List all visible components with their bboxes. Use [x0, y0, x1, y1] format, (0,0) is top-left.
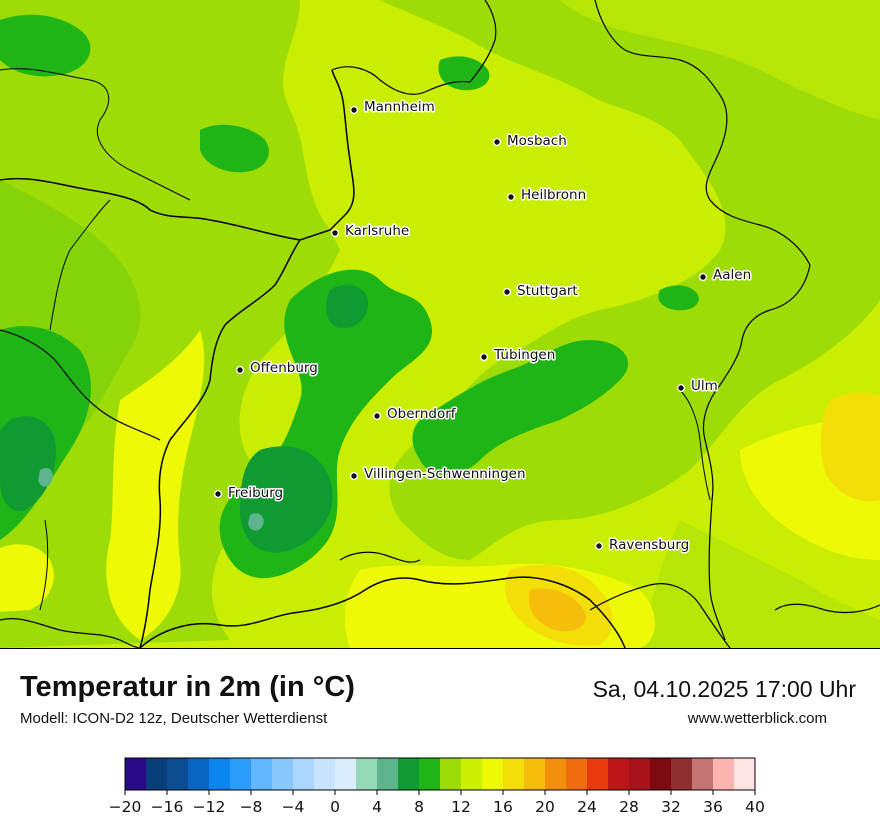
color-scale-tick-label: 8: [414, 798, 424, 816]
color-scale-cell: [209, 758, 231, 790]
color-scale-cell: [608, 758, 630, 790]
map-canvas: Mannheim Mosbach Heilbronn Karlsruhe Aal…: [0, 0, 880, 648]
city-dot: [506, 192, 516, 202]
city-label: Freiburg: [228, 485, 283, 501]
city-label: Villingen-Schwenningen: [364, 466, 526, 482]
city-dot: [492, 137, 502, 147]
city-label: Aalen: [713, 267, 751, 283]
color-scale-cell: [146, 758, 168, 790]
color-scale-tick-label: 36: [703, 798, 723, 816]
color-scale-cells: [125, 758, 756, 790]
city-heilbronn[interactable]: Heilbronn: [506, 186, 588, 205]
city-label: Mosbach: [507, 133, 567, 149]
city-label: Ulm: [691, 378, 718, 394]
city-dot: [502, 287, 512, 297]
color-scale-tick-label: 12: [451, 798, 471, 816]
color-scale-cell: [398, 758, 420, 790]
color-scale-tick-label: 16: [493, 798, 513, 816]
color-scale-cell: [272, 758, 294, 790]
color-scale-tick-label: −20: [109, 798, 142, 816]
city-label: Ravensburg: [609, 537, 689, 553]
city-dot: [330, 228, 340, 238]
color-scale-cell: [524, 758, 546, 790]
city-ulm[interactable]: Ulm: [676, 377, 719, 396]
color-scale-cell: [167, 758, 189, 790]
map-borders: [0, 0, 880, 648]
color-scale-tick-label: −12: [193, 798, 226, 816]
city-label: Karlsruhe: [345, 223, 409, 239]
color-scale-cell: [629, 758, 651, 790]
city-dot: [372, 411, 382, 421]
forecast-datetime: Sa, 04.10.2025 17:00 Uhr: [592, 676, 856, 702]
color-scale-cell: [713, 758, 735, 790]
color-scale-tick-label: 40: [745, 798, 765, 816]
color-scale: −20 −16 −12 −8 −4 0 4 8 12 16 20 24 28 32 36 40: [109, 757, 765, 816]
city-dot: [349, 105, 359, 115]
color-scale-cell: [482, 758, 504, 790]
city-dot: [594, 541, 604, 551]
city-mosbach[interactable]: Mosbach: [492, 132, 568, 151]
color-scale-cell: [566, 758, 588, 790]
color-scale-tick-label: 24: [577, 798, 597, 816]
color-scale-tick-label: −16: [151, 798, 184, 816]
city-label: Stuttgart: [517, 283, 578, 299]
color-scale-cell: [188, 758, 210, 790]
color-scale-ticks: −20 −16 −12 −8 −4 0 4 8 12 16 20 24 28 32 36 40: [109, 790, 765, 816]
city-ravensburg[interactable]: Ravensburg: [594, 536, 691, 555]
city-label: Mannheim: [364, 99, 435, 115]
city-label: Oberndorf: [387, 406, 457, 422]
color-scale-cell: [545, 758, 567, 790]
temperature-field: [0, 0, 880, 648]
city-mannheim[interactable]: Mannheim: [349, 98, 436, 117]
city-dot: [349, 471, 359, 481]
map-title: Temperatur in 2m (in °C): [20, 671, 355, 703]
color-scale-cell: [419, 758, 441, 790]
city-aalen[interactable]: Aalen: [698, 266, 753, 285]
color-scale-cell: [356, 758, 378, 790]
city-karlsruhe[interactable]: Karlsruhe: [330, 222, 411, 241]
color-scale-cell: [377, 758, 399, 790]
color-scale-tick-label: 4: [372, 798, 382, 816]
color-scale-cell: [293, 758, 315, 790]
city-dot: [213, 489, 223, 499]
city-stuttgart[interactable]: Stuttgart: [502, 282, 579, 301]
city-dot: [235, 365, 245, 375]
city-label: Tübingen: [493, 347, 555, 363]
color-scale-cell: [440, 758, 462, 790]
color-scale-tick-label: 32: [661, 798, 681, 816]
temperature-map: Mannheim Mosbach Heilbronn Karlsruhe Aal…: [0, 0, 880, 649]
color-scale-cell: [335, 758, 357, 790]
city-tuebingen[interactable]: Tübingen: [479, 346, 557, 365]
color-scale-cell: [671, 758, 693, 790]
color-scale-cell: [734, 758, 756, 790]
website-link[interactable]: www.wetterblick.com: [687, 710, 827, 727]
color-scale-cell: [650, 758, 672, 790]
color-scale-tick-label: −4: [282, 798, 305, 816]
color-scale-tick-label: 0: [330, 798, 340, 816]
color-scale-tick-label: 20: [535, 798, 555, 816]
color-scale-cell: [461, 758, 483, 790]
city-label: Offenburg: [250, 360, 318, 376]
city-dot: [676, 383, 686, 393]
color-scale-cell: [230, 758, 252, 790]
model-info: Modell: ICON-D2 12z, Deutscher Wetterdie…: [20, 710, 328, 727]
city-markers: Mannheim Mosbach Heilbronn Karlsruhe Aal…: [213, 98, 753, 555]
city-dot: [479, 352, 489, 362]
map-footer: Temperatur in 2m (in °C) Modell: ICON-D2…: [0, 649, 880, 830]
color-scale-frame: [124, 757, 756, 791]
city-villingen-schwenningen[interactable]: Villingen-Schwenningen: [349, 465, 527, 484]
city-freiburg[interactable]: Freiburg: [213, 484, 285, 503]
color-scale-tick-label: 28: [619, 798, 639, 816]
city-dot: [698, 272, 708, 282]
color-scale-cell: [692, 758, 714, 790]
color-scale-cell: [251, 758, 273, 790]
color-scale-cell: [587, 758, 609, 790]
color-scale-cell: [314, 758, 336, 790]
city-label: Heilbronn: [521, 187, 586, 203]
color-scale-tick-label: −8: [240, 798, 263, 816]
city-oberndorf[interactable]: Oberndorf: [372, 405, 458, 424]
color-scale-cell: [125, 758, 147, 790]
color-scale-cell: [503, 758, 525, 790]
city-offenburg[interactable]: Offenburg: [235, 359, 319, 378]
